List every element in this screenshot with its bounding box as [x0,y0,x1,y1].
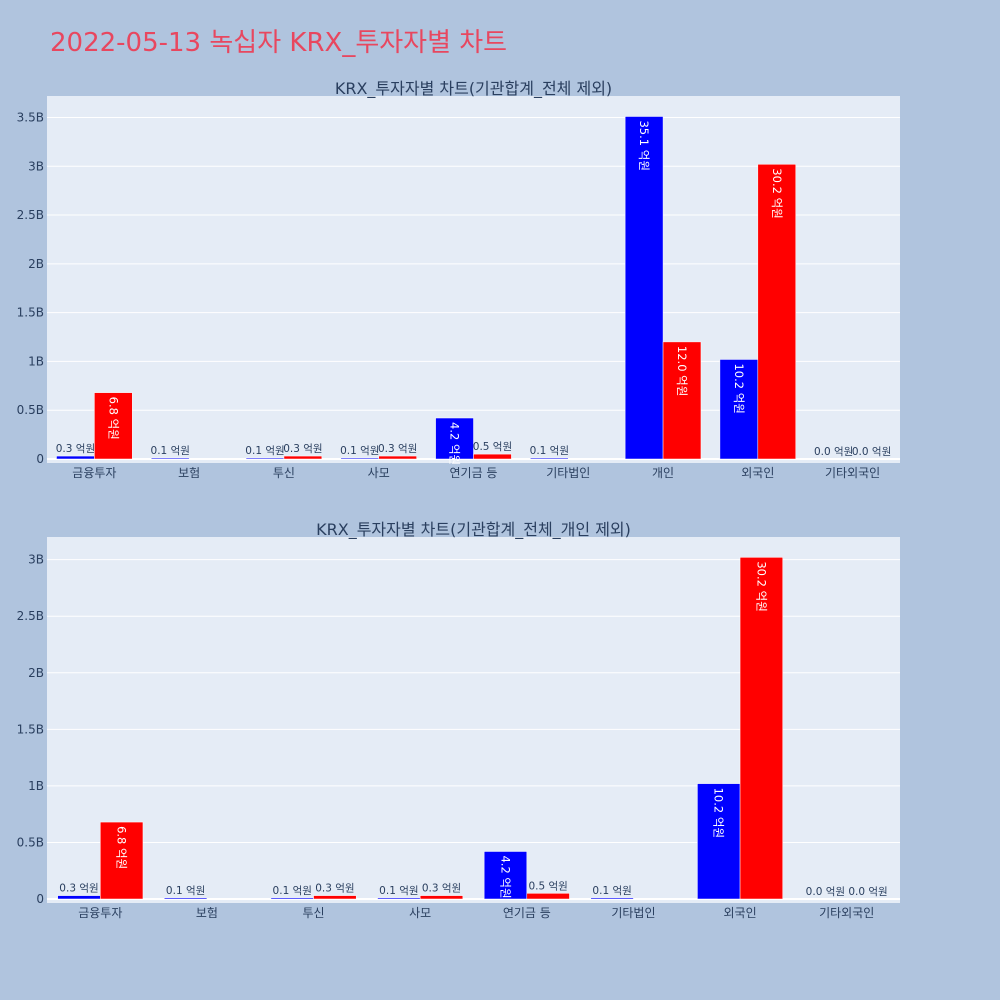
chart-title: KRX_투자자별 차트(기관합계_전체 제외) [335,79,612,99]
y-tick-label: 3.5B [17,110,44,124]
bar-data-label: 0.0 억원 [814,446,853,458]
bar-data-label: 0.1 억원 [166,885,205,897]
bar-data-label: 30.2 억원 [770,168,784,218]
y-tick-label: 1.5B [17,722,44,736]
x-tick-label: 투신 [303,906,325,920]
y-tick-label: 3B [28,159,44,173]
x-tick-label: 연기금 등 [450,466,498,480]
bar-buy [270,897,314,900]
bar-data-label: 0.1 억원 [151,445,190,457]
bar-buy [57,895,101,900]
bar-data-label: 4.2 억원 [498,855,512,898]
bar-data-label: 6.8 억원 [106,397,120,440]
bar-data-label: 12.0 억원 [675,346,689,396]
bar-data-label: 0.1 억원 [273,885,312,897]
page-title: 2022-05-13 녹십자 KRX_투자자별 차트 [50,28,508,58]
y-tick-label: 1.5B [17,306,44,320]
bar-buy [719,359,759,460]
bar-data-label: 10.2 억원 [712,788,726,838]
x-tick-label: 기타외국인 [825,466,880,480]
y-tick-label: 0 [36,892,44,906]
bar-buy [435,417,474,460]
chart-1: 0 0.5B 1B 1.5B 2B 2.5B 3B 3.5B KRX_투자자별 차트(기관합계_… [17,79,900,480]
bar-data-label: 0.1 억원 [245,445,284,457]
bar-data-label: 30.2 억원 [754,561,768,611]
bar-buy [483,851,528,900]
bar-data-label: 0.3 억원 [59,883,98,895]
bar-sell [757,164,796,460]
bar-sell [419,895,464,900]
y-tick-label: 1B [28,354,44,368]
y-tick-label: 0 [36,452,44,466]
y-tick-label: 2B [28,666,44,680]
x-tick-label: 외국인 [724,906,757,920]
bar-data-label: 0.1 억원 [379,885,418,897]
bar-buy [377,897,421,900]
bar-data-label: 0.1 억원 [592,885,631,897]
bar-sell [94,392,133,460]
chart-2: 0 0.5B 1B 1.5B 2B 2.5B 3B KRX_투자자별 차트(기관합계_전체_개… [17,520,900,920]
x-tick-label: 기타법인 [611,906,655,920]
bar-sell [739,557,783,900]
bar-data-label: 0.0 억원 [848,886,887,898]
bar-sell [378,455,417,460]
bar-data-label: 0.0 억원 [806,886,845,898]
chart-title: KRX_투자자별 차트(기관합계_전체_개인 제외) [316,520,631,540]
bar-buy [530,457,569,460]
bar-data-label: 0.3 억원 [56,443,95,455]
bar-data-label: 0.0 억원 [852,446,891,458]
bar-data-label: 0.5 억원 [528,880,567,892]
bar-data-label: 10.2 억원 [732,363,746,413]
bar-buy [624,116,664,460]
bar-data-label: 35.1 억원 [637,120,651,170]
x-tick-label: 외국인 [741,466,774,480]
x-tick-label: 사모 [368,466,390,480]
bar-data-label: 0.3 억원 [315,883,354,895]
bar-buy [340,457,379,460]
bar-data-label: 0.3 억원 [422,883,461,895]
x-tick-label: 사모 [409,906,431,920]
bar-sell [100,821,144,900]
bar-buy [590,897,634,900]
y-tick-label: 1B [28,779,44,793]
x-tick-label: 보험 [178,466,200,480]
bar-buy [56,455,95,460]
bar-data-label: 0.1 억원 [530,445,569,457]
bar-data-label: 6.8 억원 [115,826,129,869]
y-tick-label: 0.5B [17,835,44,849]
y-tick-label: 2B [28,257,44,271]
bar-data-label: 4.2 억원 [448,422,462,465]
bar-buy [697,783,741,900]
y-tick-label: 0.5B [17,403,44,417]
x-tick-label: 기타외국인 [819,906,874,920]
bar-buy [151,457,190,460]
bar-buy [164,897,208,900]
bar-data-label: 0.3 억원 [378,443,417,455]
x-tick-label: 금융투자 [72,466,116,480]
bar-data-label: 0.1 억원 [340,445,379,457]
x-tick-label: 연기금 등 [503,906,551,920]
bar-buy [245,457,285,460]
y-tick-label: 2.5B [17,208,44,222]
bar-sell [662,341,702,460]
bar-data-label: 0.5 억원 [473,441,512,453]
bar-sell [283,455,323,460]
y-tick-label: 2.5B [17,609,44,623]
x-tick-label: 기타법인 [546,466,590,480]
bar-sell [526,893,570,900]
y-tick-label: 3B [28,553,44,567]
x-tick-label: 금융투자 [78,906,122,920]
bar-sell [313,895,357,900]
x-tick-label: 개인 [652,466,674,480]
x-tick-label: 보험 [196,906,218,920]
x-tick-label: 투신 [273,466,295,480]
bar-sell [473,453,512,460]
bar-data-label: 0.3 억원 [283,443,322,455]
